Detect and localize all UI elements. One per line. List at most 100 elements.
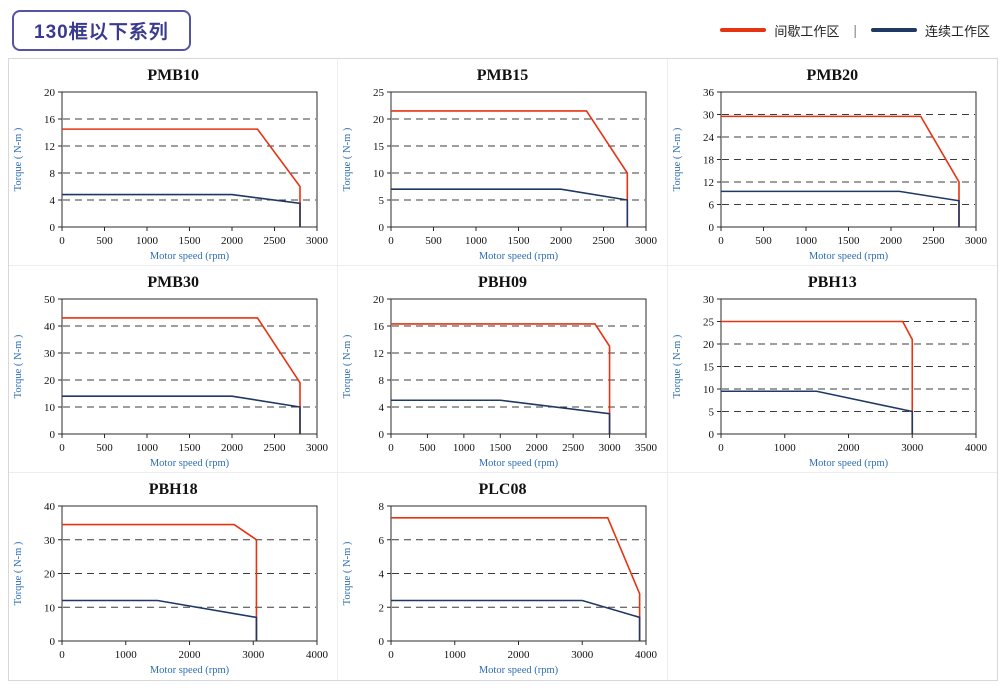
legend: 间歇工作区 | 连续工作区	[720, 21, 992, 40]
y-tick-label: 5	[378, 195, 384, 207]
y-tick-label: 8	[378, 501, 384, 513]
plot-border	[390, 298, 647, 435]
x-tick-label: 0	[388, 235, 394, 247]
intermittent-zone-label: 间歇工作区	[774, 23, 840, 39]
y-tick-label: 8	[49, 168, 55, 180]
x-tick-label: 0	[59, 649, 65, 661]
x-tick-label: 0	[388, 442, 394, 454]
x-tick-label: 2500	[922, 235, 945, 247]
chart-title: PMB15	[476, 67, 529, 84]
y-tick-label: 20	[44, 569, 56, 581]
x-tick-label: 4000	[306, 649, 329, 661]
y-tick-label: 15	[703, 362, 715, 374]
plot-border	[61, 91, 318, 228]
x-tick-label: 2000	[880, 235, 903, 247]
x-tick-label: 3500	[635, 442, 658, 454]
chart-title: PBH13	[807, 274, 857, 291]
torque-speed-chart: 0 4 8 12 16 20 0 500 1000 1500 2000 2500 3000 3500 Mot…	[342, 294, 658, 469]
x-axis-label: Motor speed (rpm)	[809, 458, 889, 469]
intermittent-zone-line	[720, 115, 960, 227]
continuous-zone-label: 连续工作区	[924, 23, 990, 39]
x-tick-label: 1000	[444, 649, 467, 661]
y-axis-label: Torque ( N-m )	[342, 541, 353, 605]
y-tick-label: 10	[44, 602, 56, 614]
header: 130框以下系列 间歇工作区 | 连续工作区	[0, 0, 1006, 58]
x-tick-label: 2000	[221, 442, 244, 454]
y-axis-label: Torque ( N-m )	[342, 334, 353, 398]
x-tick-label: 1500	[489, 442, 512, 454]
y-tick-label: 25	[703, 317, 715, 329]
x-axis-label: Motor speed (rpm)	[809, 251, 889, 262]
x-tick-label: 2500	[263, 442, 286, 454]
x-tick-label: 3000	[635, 235, 658, 247]
torque-speed-chart: 0 2 4 6 8 0 1000 2000 3000 4000 Motor speed (rpm) T…	[342, 501, 658, 676]
x-tick-label: 3000	[242, 649, 265, 661]
y-tick-label: 10	[703, 384, 715, 396]
y-tick-label: 20	[44, 375, 56, 387]
x-tick-label: 1500	[178, 442, 201, 454]
x-axis-label: Motor speed (rpm)	[479, 458, 559, 469]
y-tick-label: 4	[378, 569, 384, 581]
x-tick-label: 2000	[550, 235, 573, 247]
y-axis-label: Torque ( N-m )	[342, 127, 353, 191]
x-tick-label: 2000	[526, 442, 549, 454]
y-axis-label: Torque ( N-m )	[672, 127, 683, 191]
continuous-zone-line	[390, 399, 611, 434]
x-tick-label: 0	[718, 235, 724, 247]
y-tick-label: 6	[378, 535, 384, 547]
y-tick-label: 30	[44, 535, 56, 547]
x-tick-label: 0	[59, 235, 65, 247]
x-tick-label: 1000	[453, 442, 476, 454]
plot-border	[390, 91, 647, 228]
chart-card-pmb15: PMB15 0 5 10 15 20 25 0 500 1000 1500 2000 2500 3000…	[338, 59, 668, 266]
x-tick-label: 3000	[965, 235, 988, 247]
x-tick-label: 1000	[136, 442, 159, 454]
series-title-text: 130框以下系列	[34, 21, 169, 43]
x-tick-label: 3000	[306, 235, 329, 247]
y-tick-label: 6	[708, 200, 714, 212]
y-tick-label: 36	[703, 87, 715, 99]
chart-title: PMB30	[147, 274, 199, 291]
chart-card-pbh18: PBH18 0 10 20 30 40 0 1000 2000 3000 4000 Motor sp…	[9, 473, 339, 680]
y-tick-label: 25	[373, 87, 385, 99]
y-axis-label: Torque ( N-m )	[672, 334, 683, 398]
x-tick-label: 3000	[599, 442, 622, 454]
x-axis-label: Motor speed (rpm)	[149, 458, 229, 469]
continuous-zone-line	[61, 599, 257, 641]
x-tick-label: 500	[419, 442, 436, 454]
x-tick-label: 2500	[592, 235, 615, 247]
x-tick-label: 1500	[837, 235, 860, 247]
x-axis-label: Motor speed (rpm)	[149, 665, 229, 676]
x-axis-label: Motor speed (rpm)	[149, 251, 229, 262]
x-tick-label: 1000	[136, 235, 159, 247]
x-tick-label: 3000	[571, 649, 594, 661]
x-tick-label: 0	[718, 442, 724, 454]
x-tick-label: 1500	[507, 235, 530, 247]
y-tick-label: 24	[703, 132, 715, 144]
x-tick-label: 1000	[114, 649, 137, 661]
continuous-zone-line	[720, 190, 960, 227]
x-tick-label: 500	[96, 235, 113, 247]
y-axis-label: Torque ( N-m )	[13, 334, 24, 398]
y-tick-label: 40	[44, 501, 56, 513]
chart-card-pmb20: PMB20 0 6 12 18 24 30 36 0 500 1000 1500 2000 2500 30…	[667, 59, 997, 266]
chart-card-pmb10: PMB10 0 4 8 12 16 20 0 500 1000 1500 2000 2500 3000 M…	[9, 59, 339, 266]
y-tick-label: 0	[708, 429, 714, 441]
torque-speed-chart: 0 6 12 18 24 30 36 0 500 1000 1500 2000 2500 3000 Moto…	[672, 87, 988, 262]
empty-cell	[668, 473, 997, 680]
x-tick-label: 4000	[635, 649, 658, 661]
y-tick-label: 40	[44, 321, 56, 333]
x-tick-label: 0	[388, 649, 394, 661]
y-tick-label: 0	[378, 429, 384, 441]
torque-speed-chart: 0 10 20 30 40 0 1000 2000 3000 4000 Motor speed (r…	[13, 501, 329, 676]
continuous-zone-line	[720, 390, 913, 434]
y-tick-label: 4	[378, 402, 384, 414]
x-tick-label: 2000	[837, 442, 860, 454]
y-tick-label: 5	[708, 407, 714, 419]
x-tick-label: 1000	[465, 235, 488, 247]
y-tick-label: 10	[373, 168, 385, 180]
y-tick-label: 0	[378, 636, 384, 648]
y-tick-label: 20	[703, 339, 715, 351]
chart-card-pbh13: PBH13 0 5 10 15 20 25 30 0 1000 2000 3000 4000 Motor…	[667, 266, 997, 473]
torque-speed-chart: 0 5 10 15 20 25 30 0 1000 2000 3000 4000 Motor speed…	[672, 294, 988, 469]
